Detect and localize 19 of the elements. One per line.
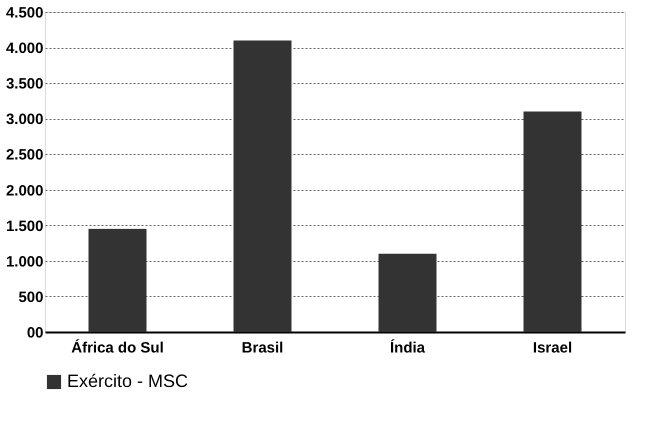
bar (378, 254, 436, 332)
y-tick-label: 00 (26, 324, 44, 342)
x-tick-label: Brasil (242, 340, 284, 356)
bar (524, 112, 582, 332)
y-tick-label: 3.000 (6, 111, 44, 128)
x-tick-label: África do Sul (71, 338, 164, 356)
x-tick-label: Israel (532, 340, 572, 356)
legend-label: Exército - MSC (67, 371, 188, 391)
bar (88, 228, 146, 332)
y-tick-label: 2.500 (6, 146, 44, 164)
y-tick-label: 2.000 (6, 182, 44, 200)
bar (234, 40, 292, 332)
y-tick-label: 1.500 (6, 218, 44, 235)
y-tick-label: 500 (18, 288, 44, 306)
y-tick-label: 1.000 (6, 253, 44, 270)
y-tick-label: 4.000 (6, 40, 44, 58)
y-tick-label: 3.500 (6, 76, 44, 93)
y-tick-label: 4.500 (6, 4, 44, 22)
x-tick-label: Índia (390, 338, 426, 356)
